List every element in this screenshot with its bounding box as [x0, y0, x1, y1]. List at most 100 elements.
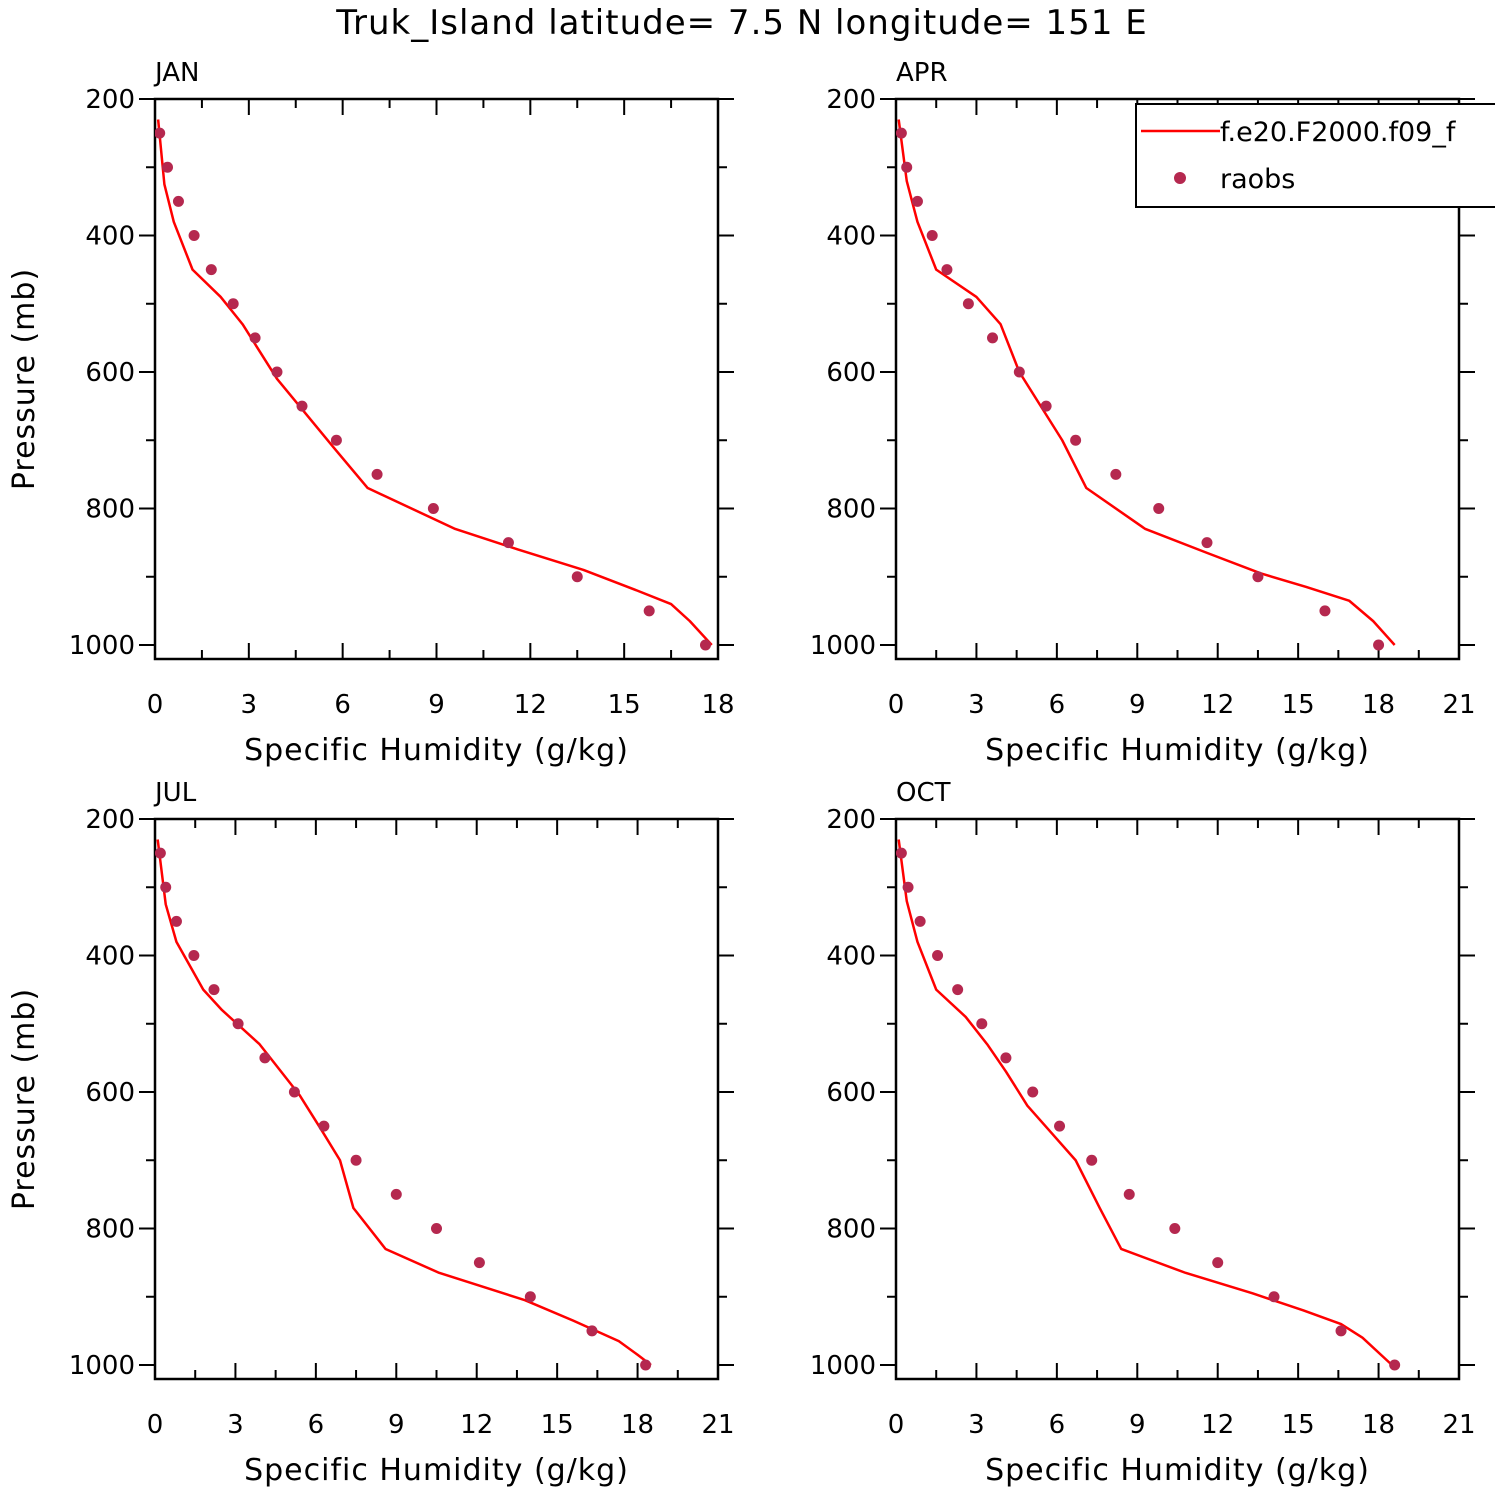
panel-apr: APR 0 3 6 9 12 15 18 21 200 400 600 800 1000 Specific … [810, 58, 1476, 768]
x-tick-label: 3 [968, 1410, 985, 1440]
y-tick-label: 1000 [810, 1351, 876, 1381]
raobs-point [1054, 1120, 1066, 1132]
x-tick-label: 12 [514, 690, 547, 720]
y-tick-label: 800 [85, 1215, 135, 1245]
x-tick-label: 18 [621, 1410, 654, 1440]
legend-label-raobs: raobs [1220, 164, 1295, 195]
raobs-point [1201, 537, 1213, 549]
raobs-point [208, 984, 220, 996]
plot-frame [153, 97, 720, 661]
y-tick-label: 400 [85, 222, 135, 252]
raobs-point [259, 1052, 271, 1064]
raobs-point [155, 847, 166, 859]
raobs-point [896, 127, 907, 139]
raobs-point [1335, 1325, 1347, 1337]
data-layer [896, 839, 1401, 1371]
raobs-point [643, 605, 655, 617]
y-tick-label: 600 [85, 358, 135, 388]
y-tick-label: 200 [85, 85, 135, 115]
raobs-point [1000, 1052, 1012, 1064]
raobs-point [170, 915, 182, 927]
model-profile-line [897, 119, 1396, 646]
legend: f.e20.F2000.f09_f raobs [1135, 103, 1495, 208]
legend-label-model: f.e20.F2000.f09_f [1220, 117, 1457, 148]
x-tick-label: 9 [1129, 1410, 1146, 1440]
x-tick-label: 15 [1282, 1410, 1315, 1440]
panel-oct: OCT 0 3 6 9 12 15 18 21 200 400 600 800 1000 Specific … [810, 778, 1476, 1488]
raobs-point [1319, 605, 1331, 617]
x-axis-title: Specific Humidity (g/kg) [985, 1453, 1370, 1488]
x-axis-title: Specific Humidity (g/kg) [985, 733, 1370, 768]
raobs-point [188, 950, 200, 961]
panel-jan: JAN 0 3 6 9 12 15 18 200 400 600 800 1000 Specific Hu… [7, 58, 735, 768]
y-tick-label: 200 [85, 805, 135, 835]
y-tick-label: 1000 [69, 631, 135, 661]
x-tick-label: 0 [888, 690, 905, 720]
x-tick-label: 6 [308, 1410, 325, 1440]
raobs-point [911, 195, 923, 207]
y-axis-title: Pressure (mb) [7, 268, 42, 490]
x-tick-label: 18 [1362, 1410, 1395, 1440]
raobs-point [1212, 1257, 1224, 1269]
raobs-point [1169, 1223, 1181, 1234]
raobs-point [318, 1120, 330, 1132]
raobs-point [902, 881, 914, 893]
raobs-point [330, 434, 342, 446]
x-tick-label: 21 [1442, 1410, 1475, 1440]
model-profile-line [156, 119, 713, 646]
raobs-point [1373, 639, 1385, 651]
x-tick-label: 15 [541, 1410, 574, 1440]
raobs-point [1123, 1188, 1135, 1200]
raobs-point [1027, 1086, 1039, 1098]
panel-jul: JUL 0 3 6 9 12 15 18 21 200 400 600 800 1000 Specific … [7, 778, 735, 1488]
raobs-point [1086, 1154, 1098, 1166]
x-tick-label: 0 [147, 690, 164, 720]
raobs-point [227, 298, 239, 310]
model-profile-line [897, 839, 1393, 1366]
raobs-point [296, 400, 308, 412]
raobs-point [896, 847, 907, 859]
x-tick-label: 15 [1282, 690, 1315, 720]
raobs-point [952, 984, 964, 996]
raobs-point [932, 950, 944, 961]
data-layer [896, 119, 1396, 651]
x-tick-label: 9 [428, 690, 445, 720]
raobs-point [1013, 366, 1025, 378]
raobs-point [926, 230, 938, 241]
figure-title: Truk_Island latitude= 7.5 N longitude= 1… [335, 3, 1148, 43]
raobs-point [914, 915, 926, 927]
model-profile-line [156, 839, 652, 1366]
raobs-point [1153, 503, 1165, 514]
raobs-point [1110, 468, 1122, 480]
x-tick-label: 0 [147, 1410, 164, 1440]
x-tick-label: 21 [1442, 690, 1475, 720]
raobs-point [427, 503, 439, 514]
y-tick-label: 800 [826, 495, 876, 525]
raobs-point [1268, 1291, 1280, 1303]
y-tick-label: 400 [85, 942, 135, 972]
raobs-point [502, 537, 514, 549]
y-tick-label: 800 [85, 495, 135, 525]
x-tick-label: 0 [888, 1410, 905, 1440]
y-tick-label: 600 [826, 358, 876, 388]
x-tick-label: 6 [1049, 690, 1066, 720]
raobs-point [901, 161, 913, 173]
raobs-point [524, 1291, 536, 1303]
x-tick-label: 6 [1049, 1410, 1066, 1440]
raobs-point [232, 1018, 244, 1030]
raobs-point [188, 230, 200, 241]
raobs-point [271, 366, 283, 378]
raobs-point [987, 332, 999, 344]
data-layer [155, 119, 713, 651]
y-tick-label: 200 [826, 85, 876, 115]
raobs-point [172, 195, 184, 207]
raobs-point [390, 1188, 402, 1200]
y-tick-label: 1000 [810, 631, 876, 661]
raobs-point [1070, 434, 1082, 446]
x-tick-label: 3 [227, 1410, 244, 1440]
legend-dot-symbol [1174, 172, 1186, 184]
raobs-point [350, 1154, 362, 1166]
y-tick-label: 600 [85, 1078, 135, 1108]
raobs-point [205, 264, 217, 276]
